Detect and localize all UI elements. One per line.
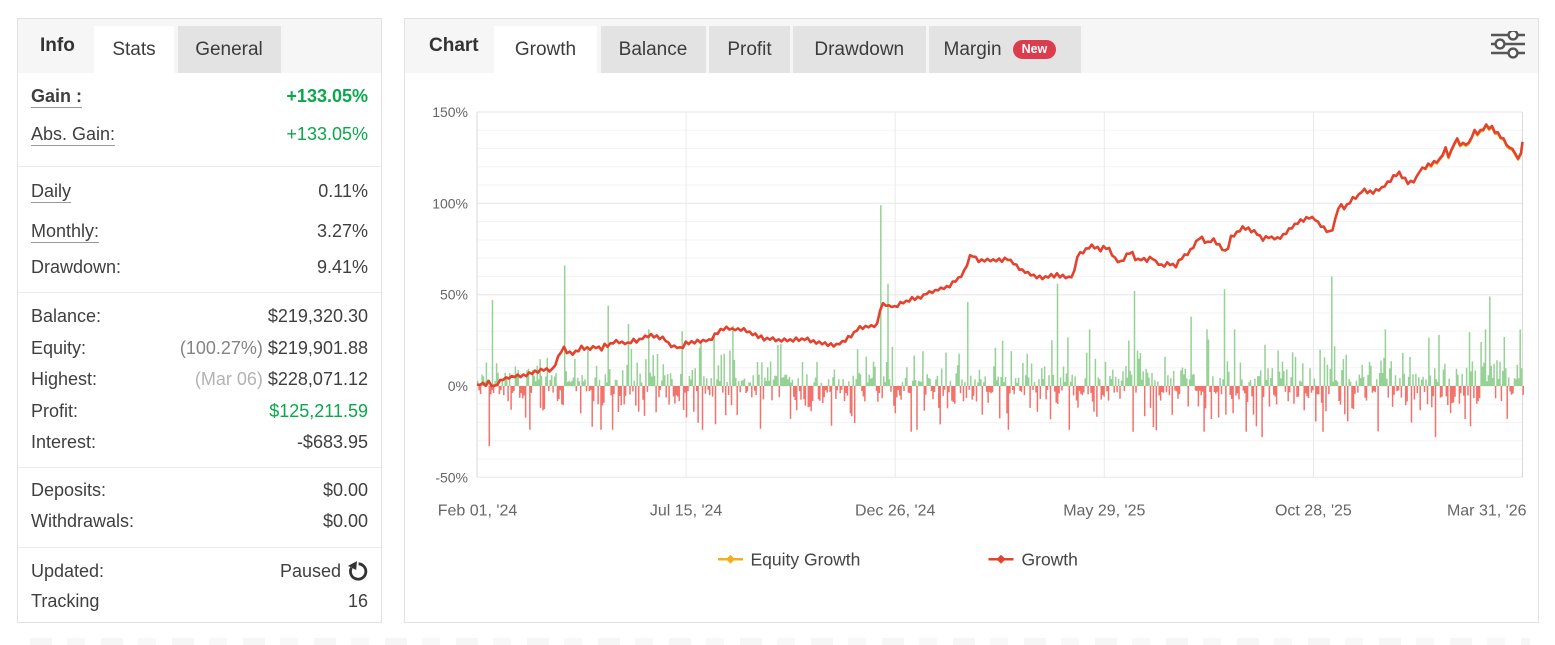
svg-text:-50%: -50%	[435, 469, 468, 485]
svg-text:Jul 15, '24: Jul 15, '24	[649, 503, 722, 520]
svg-text:100%: 100%	[432, 195, 468, 211]
svg-text:Mar 31, '26: Mar 31, '26	[1446, 503, 1526, 520]
svg-text:50%: 50%	[439, 287, 467, 303]
svg-text:Oct 28, '25: Oct 28, '25	[1274, 503, 1351, 520]
svg-text:Growth: Growth	[1021, 549, 1077, 569]
svg-text:Dec 26, '24: Dec 26, '24	[854, 503, 935, 520]
svg-text:Equity Growth: Equity Growth	[750, 549, 860, 569]
svg-text:May 29, '25: May 29, '25	[1063, 503, 1145, 520]
svg-text:0%: 0%	[447, 378, 467, 394]
svg-text:Feb 01, '24: Feb 01, '24	[437, 503, 517, 520]
svg-text:150%: 150%	[432, 104, 468, 120]
